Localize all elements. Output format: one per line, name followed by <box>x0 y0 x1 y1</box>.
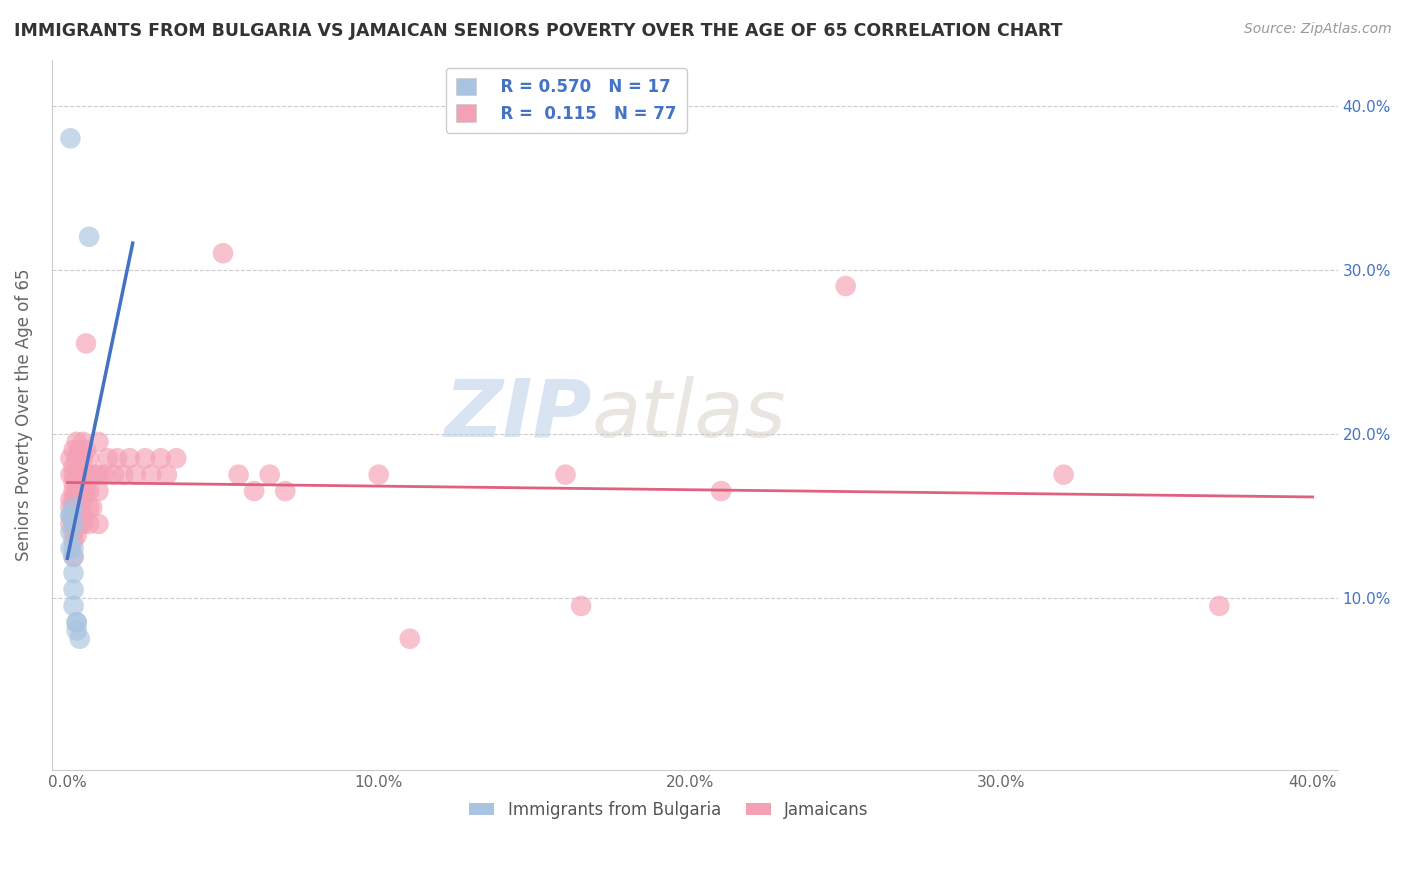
Point <box>66 508 89 523</box>
Point <box>59 131 82 145</box>
Point <box>69 500 91 515</box>
Point <box>77 516 100 531</box>
Point <box>569 599 592 613</box>
Point <box>77 451 100 466</box>
Point <box>156 467 179 482</box>
Point <box>112 467 135 482</box>
Point <box>62 582 84 597</box>
Point <box>72 451 94 466</box>
Point <box>554 467 576 482</box>
Point <box>77 500 100 515</box>
Point <box>75 336 97 351</box>
Point <box>59 508 82 523</box>
Point <box>710 484 733 499</box>
Point <box>62 475 84 490</box>
Point <box>1053 467 1076 482</box>
Point <box>62 484 84 499</box>
Point <box>125 467 148 482</box>
Point <box>105 451 128 466</box>
Point <box>75 467 97 482</box>
Point <box>274 484 297 499</box>
Point <box>149 451 172 466</box>
Point <box>87 484 110 499</box>
Point <box>59 467 82 482</box>
Point <box>72 492 94 507</box>
Point <box>66 434 89 449</box>
Point <box>62 500 84 515</box>
Point <box>59 508 82 523</box>
Point <box>62 443 84 458</box>
Point <box>398 632 420 646</box>
Point <box>72 434 94 449</box>
Point <box>62 533 84 548</box>
Point <box>66 615 89 630</box>
Point <box>62 508 84 523</box>
Point <box>87 516 110 531</box>
Point <box>69 484 91 499</box>
Point <box>118 451 141 466</box>
Text: Source: ZipAtlas.com: Source: ZipAtlas.com <box>1244 22 1392 37</box>
Point <box>72 516 94 531</box>
Point <box>87 434 110 449</box>
Text: ZIP: ZIP <box>444 376 592 454</box>
Point <box>834 279 856 293</box>
Point <box>62 500 84 515</box>
Point <box>243 484 266 499</box>
Point <box>134 451 156 466</box>
Point <box>82 500 104 515</box>
Point <box>84 467 107 482</box>
Text: IMMIGRANTS FROM BULGARIA VS JAMAICAN SENIORS POVERTY OVER THE AGE OF 65 CORRELAT: IMMIGRANTS FROM BULGARIA VS JAMAICAN SEN… <box>14 22 1063 40</box>
Point <box>75 443 97 458</box>
Point <box>367 467 389 482</box>
Point <box>62 492 84 507</box>
Point <box>93 467 115 482</box>
Point <box>62 599 84 613</box>
Point <box>1208 599 1230 613</box>
Point <box>69 467 91 482</box>
Point <box>66 624 89 638</box>
Point <box>72 475 94 490</box>
Point <box>103 467 125 482</box>
Point <box>59 451 82 466</box>
Legend: Immigrants from Bulgaria, Jamaicans: Immigrants from Bulgaria, Jamaicans <box>463 794 876 826</box>
Point <box>62 549 84 564</box>
Point <box>62 467 84 482</box>
Point <box>77 229 100 244</box>
Point <box>66 528 89 542</box>
Point <box>59 492 82 507</box>
Point <box>87 467 110 482</box>
Point <box>59 500 82 515</box>
Point <box>66 484 89 499</box>
Point <box>66 451 89 466</box>
Point <box>75 484 97 499</box>
Point <box>59 525 82 540</box>
Point <box>66 467 89 482</box>
Point <box>62 549 84 564</box>
Point <box>97 451 120 466</box>
Point <box>69 632 91 646</box>
Point <box>69 516 91 531</box>
Point <box>66 615 89 630</box>
Point <box>77 467 100 482</box>
Point <box>259 467 281 482</box>
Point <box>62 459 84 474</box>
Text: atlas: atlas <box>592 376 786 454</box>
Point <box>59 541 82 556</box>
Point <box>165 451 187 466</box>
Point <box>228 467 250 482</box>
Point <box>62 525 84 540</box>
Point <box>77 484 100 499</box>
Point <box>69 443 91 458</box>
Point <box>59 516 82 531</box>
Point <box>212 246 235 260</box>
Point <box>141 467 163 482</box>
Point <box>62 541 84 556</box>
Point <box>62 516 84 531</box>
Point <box>62 566 84 581</box>
Point <box>62 516 84 531</box>
Point <box>72 508 94 523</box>
Y-axis label: Seniors Poverty Over the Age of 65: Seniors Poverty Over the Age of 65 <box>15 268 32 561</box>
Point <box>66 516 89 531</box>
